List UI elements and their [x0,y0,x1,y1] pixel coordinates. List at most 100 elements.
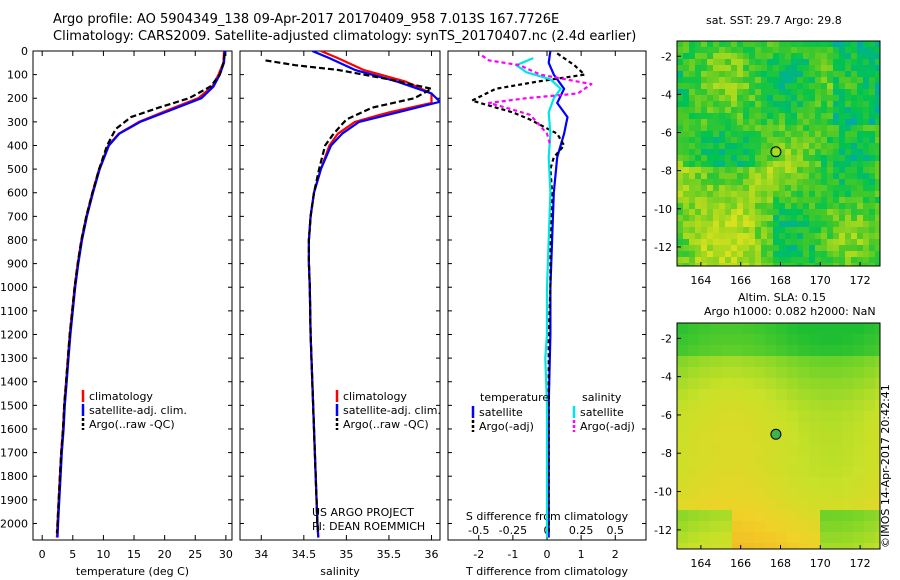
diff-top-tick-label: -0.5 [468,524,489,537]
temp-xtick-label: 10 [96,548,110,561]
sla_map-ytick-label: -6 [661,409,672,422]
diff-xlabel: T difference from climatology [465,565,628,578]
temp-ytick-label: 800 [7,234,28,247]
temp-xtick-label: 20 [158,548,172,561]
temp-ytick-label: 200 [7,92,28,105]
sla_map-xtick-label: 168 [770,557,791,570]
temp-xtick-label: 30 [219,548,233,561]
sla_map-ytick-label: -8 [661,447,672,460]
temp-ytick-label: 100 [7,69,28,82]
title-line-1: Argo profile: AO 5904349_138 09-Apr-2017… [53,12,560,27]
temp-ytick-label: 600 [7,187,28,200]
temp-ytick-label: 900 [7,258,28,271]
temp-xtick-label: 0 [39,548,46,561]
diff-xtick-label: -2 [473,548,484,561]
sla_map-xtick-label: 164 [690,557,711,570]
temp-ytick-label: 1600 [0,423,28,436]
temp-xtick-label: 5 [69,548,76,561]
diff-legend-title-temperature: temperature [480,391,549,404]
temp-ytick-label: 700 [7,210,28,223]
diff-series-salinity-argo-adj- [481,54,593,146]
sla-map-title: Altim. SLA: 0.15 [738,291,827,304]
sst_map-xtick-label: 170 [810,274,831,287]
temp-series-argo-raw-qc- [55,53,226,533]
diff-legend-title-salinity: salinity [582,391,622,404]
temp-ytick-label: 1200 [0,328,28,341]
sal-annotation-project: US ARGO PROJECT [312,506,414,519]
sst_map-ytick-label: -2 [661,50,672,63]
sst_map-field [677,41,880,266]
diff-legend-label: satellite [580,406,624,419]
temp-xlabel: temperature (deg C) [76,565,189,578]
sal-xtick-label: 36 [424,548,438,561]
sal-annotation-pi: PI: DEAN ROEMMICH [312,520,425,533]
sla_map-ytick-label: -10 [654,486,672,499]
temp-ytick-label: 1900 [0,494,28,507]
sst_map-xtick-label: 172 [850,274,871,287]
sst_map-xtick-label: 168 [770,274,791,287]
sla_map-frame [676,322,881,550]
temp-ytick-label: 500 [7,163,28,176]
diff-xtick-label: 2 [612,548,619,561]
sst_map-ytick-label: -12 [654,241,672,254]
diff-top-tick-label: -0.25 [499,524,527,537]
temp-ytick-label: 1100 [0,305,28,318]
diff-series-group [470,51,593,538]
sla_map-ytick-label: -12 [654,524,672,537]
sst_map-ytick-label: -4 [661,88,672,101]
temp-ytick-label: 1300 [0,352,28,365]
sal-xtick-label: 34 [254,548,268,561]
temp-series-group [55,51,226,538]
sla_map-xtick-label: 172 [850,557,871,570]
sal-plot-frame [239,50,441,541]
temp-ytick-label: 1000 [0,281,28,294]
diff-series-salinity-satellite [515,57,562,538]
sla_map-ytick-label: -2 [661,332,672,345]
sal-xtick-label: 35.5 [377,548,402,561]
temp-ytick-label: 1500 [0,399,28,412]
sal-legend-label: Argo(..raw -QC) [343,418,429,431]
temp-legend-label: satellite-adj. clim. [89,404,187,417]
temp-ytick-label: 1400 [0,376,28,389]
diff-top-tick-label: 0.25 [569,524,594,537]
temp-ytick-label: 400 [7,139,28,152]
diff-xtick-label: 1 [578,548,585,561]
diff-legend-label: Argo(-adj) [580,420,635,433]
sst-map-title: sat. SST: 29.7 Argo: 29.8 [706,14,842,27]
sst_map-frame [676,40,881,267]
sst_map-xtick-label: 166 [730,274,751,287]
sla_map-ytick-label: -4 [661,371,672,384]
sst_map-argo-marker [770,146,782,158]
temp-ytick-label: 300 [7,116,28,129]
temp-ytick-label: 1800 [0,470,28,483]
diff-xtick-label: 0 [544,548,551,561]
sal-xtick-label: 35 [339,548,353,561]
temp-ytick-label: 2000 [0,517,28,530]
temp-ytick-label: 0 [21,45,28,58]
sst_map-ytick-label: -10 [654,203,672,216]
diff-series-temperature-argo-adj- [470,52,586,533]
temp-legend-label: climatology [89,390,153,403]
sla_map-xtick-label: 166 [730,557,751,570]
sal-xtick-label: 34.5 [292,548,317,561]
diff-legend-label: satellite [479,406,523,419]
sla-map-subtitle: Argo h1000: 0.082 h2000: NaN [704,305,876,318]
sal-xlabel: salinity [320,565,360,578]
temp-legend-label: Argo(..raw -QC) [89,418,175,431]
temp-xtick-label: 25 [188,548,202,561]
temp-plot-frame [32,50,233,541]
diff-xtick-label: -1 [507,548,518,561]
sla_map-field [677,323,880,549]
sst_map-ytick-label: -6 [661,127,672,140]
temp-ytick-label: 1700 [0,447,28,460]
sal-series-argo-raw-qc- [265,59,433,534]
sla_map-argo-marker [770,428,782,440]
title-line-2: Climatology: CARS2009. Satellite-adjuste… [53,29,637,44]
sal-legend-label: climatology [343,390,407,403]
sst_map-ytick-label: -8 [661,165,672,178]
imos-credit: ©IMOS 14-Apr-2017 20:42:41 [879,384,892,548]
sal-legend-label: satellite-adj. clim. [343,404,441,417]
sla_map-xtick-label: 170 [810,557,831,570]
sal-series-group [265,51,440,538]
